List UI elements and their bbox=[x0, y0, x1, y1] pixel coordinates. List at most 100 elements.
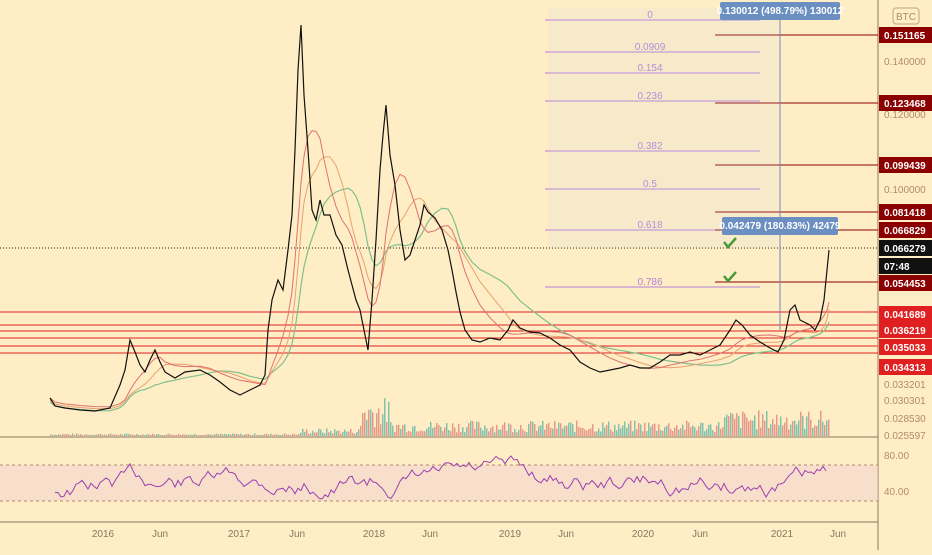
volume-bar bbox=[718, 422, 720, 436]
volume-bar bbox=[686, 420, 688, 436]
volume-bar bbox=[552, 428, 554, 436]
volume-bar bbox=[180, 435, 182, 436]
volume-bar bbox=[616, 430, 618, 436]
volume-bar bbox=[128, 433, 130, 436]
time-axis-tick: 2016 bbox=[92, 529, 115, 540]
volume-bar bbox=[228, 434, 230, 436]
volume-bar bbox=[542, 420, 544, 436]
volume-bar bbox=[304, 431, 306, 436]
volume-bar bbox=[418, 431, 420, 436]
price-tag-label: 07:48 bbox=[884, 262, 910, 273]
volume-bar bbox=[308, 433, 310, 436]
volume-bar bbox=[806, 416, 808, 436]
volume-bar bbox=[242, 435, 244, 436]
volume-bar bbox=[630, 420, 632, 436]
volume-bar bbox=[648, 422, 650, 436]
volume-bar bbox=[546, 424, 548, 436]
volume-bar bbox=[578, 426, 580, 436]
volume-bar bbox=[354, 433, 356, 436]
volume-bar bbox=[264, 434, 266, 436]
volume-bar bbox=[662, 430, 664, 436]
volume-bar bbox=[490, 427, 492, 436]
volume-bar bbox=[156, 433, 158, 436]
volume-bar bbox=[274, 434, 276, 436]
price-tag-label: 0.066279 bbox=[884, 244, 926, 255]
volume-bar bbox=[562, 428, 564, 436]
volume-bar bbox=[720, 428, 722, 436]
symbol-badge: BTC bbox=[896, 12, 916, 23]
volume-bar bbox=[188, 435, 190, 436]
volume-bar bbox=[74, 435, 76, 436]
volume-bar bbox=[522, 429, 524, 436]
volume-bar bbox=[214, 434, 216, 436]
volume-bar bbox=[798, 420, 800, 436]
ma-orange-line bbox=[49, 156, 830, 410]
volume-bar bbox=[410, 431, 412, 436]
volume-bar bbox=[452, 423, 454, 436]
fib-level-label: 0.786 bbox=[637, 277, 662, 288]
volume-bar bbox=[296, 434, 298, 436]
volume-bar bbox=[604, 427, 606, 436]
measure-tools[interactable]: 0.130012 (498.79%) 130012 0.042479 (180.8… bbox=[548, 2, 844, 330]
volume-bar bbox=[498, 429, 500, 436]
volume-bar bbox=[368, 409, 370, 436]
volume-bar bbox=[560, 423, 562, 436]
volume-bar bbox=[252, 434, 254, 436]
volume-bar bbox=[276, 434, 278, 436]
volume-bar bbox=[184, 434, 186, 436]
volume-bar bbox=[558, 422, 560, 436]
symbol-badge-box[interactable] bbox=[892, 7, 920, 25]
volume-bar bbox=[740, 428, 742, 436]
volume-bar bbox=[538, 426, 540, 436]
volume-bar bbox=[338, 430, 340, 436]
volume-bar bbox=[794, 420, 796, 436]
volume-bar bbox=[454, 427, 456, 436]
time-axis[interactable]: 2016 Jun 2017 Jun 2018 Jun 2019 Jun 2020 Jun 2021 J… bbox=[92, 529, 846, 540]
volume-bar bbox=[504, 422, 506, 436]
volume-bar bbox=[464, 432, 466, 436]
volume-bar bbox=[708, 424, 710, 436]
volume-bar bbox=[370, 409, 372, 436]
volume-bar bbox=[194, 433, 196, 436]
price-line bbox=[49, 24, 830, 412]
volume-bar bbox=[564, 425, 566, 436]
volume-bar bbox=[98, 434, 100, 436]
volume-bar bbox=[628, 423, 630, 436]
volume-bar bbox=[520, 425, 522, 436]
volume-bar bbox=[704, 431, 706, 436]
fib-level-label: 0.618 bbox=[637, 220, 662, 231]
volume-bar bbox=[636, 429, 638, 436]
volume-bar bbox=[778, 425, 780, 436]
volume-bar bbox=[714, 432, 716, 436]
volume-bar bbox=[240, 433, 242, 436]
volume-bar bbox=[820, 410, 822, 436]
volume-bar bbox=[362, 413, 364, 436]
volume-bar bbox=[486, 428, 488, 436]
volume-bar bbox=[478, 421, 480, 436]
volume-bar bbox=[590, 428, 592, 436]
volume-bar bbox=[178, 433, 180, 436]
volume-bar bbox=[430, 421, 432, 436]
volume-bar bbox=[112, 434, 114, 436]
volume-bar bbox=[626, 427, 628, 436]
volume-bar bbox=[306, 429, 308, 436]
volume-bar bbox=[392, 425, 394, 436]
horizontal-levels[interactable] bbox=[0, 34, 878, 283]
volume-bar bbox=[606, 424, 608, 436]
volume-bar bbox=[584, 429, 586, 436]
volume-bar bbox=[60, 434, 62, 436]
volume-bar bbox=[514, 428, 516, 436]
price-tag-label: 0.041689 bbox=[884, 310, 926, 321]
volume-bar bbox=[698, 426, 700, 436]
volume-bar bbox=[96, 434, 98, 436]
volume-bar bbox=[66, 434, 68, 436]
volume-bar bbox=[754, 415, 756, 436]
volume-bar bbox=[380, 424, 382, 436]
volume-bar bbox=[812, 427, 814, 436]
volume-bar bbox=[768, 428, 770, 436]
volume-bar bbox=[250, 434, 252, 436]
volume-bar bbox=[530, 421, 532, 436]
support-lines[interactable] bbox=[0, 311, 878, 354]
volume-bar bbox=[166, 434, 168, 436]
